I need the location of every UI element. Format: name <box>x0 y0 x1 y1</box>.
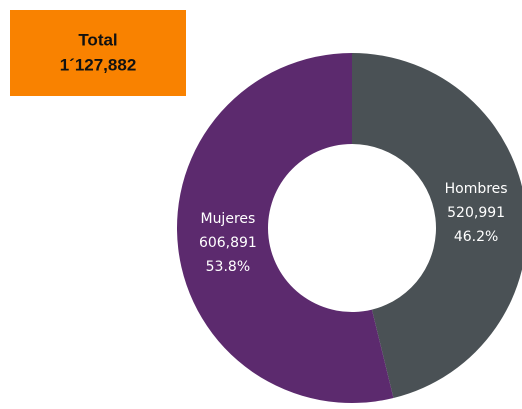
total-box <box>10 10 186 96</box>
slice-category: Hombres <box>445 181 508 197</box>
total-title: Total <box>78 30 117 49</box>
donut-slice <box>352 53 522 399</box>
slice-value: 606,891 <box>199 235 257 251</box>
slice-percent: 46.2% <box>454 229 498 245</box>
slice-percent: 53.8% <box>206 259 250 275</box>
total-value: 1´127,882 <box>60 55 137 74</box>
donut-slice <box>176 53 394 403</box>
slice-category: Mujeres <box>200 211 255 227</box>
slice-value: 520,991 <box>447 205 505 221</box>
